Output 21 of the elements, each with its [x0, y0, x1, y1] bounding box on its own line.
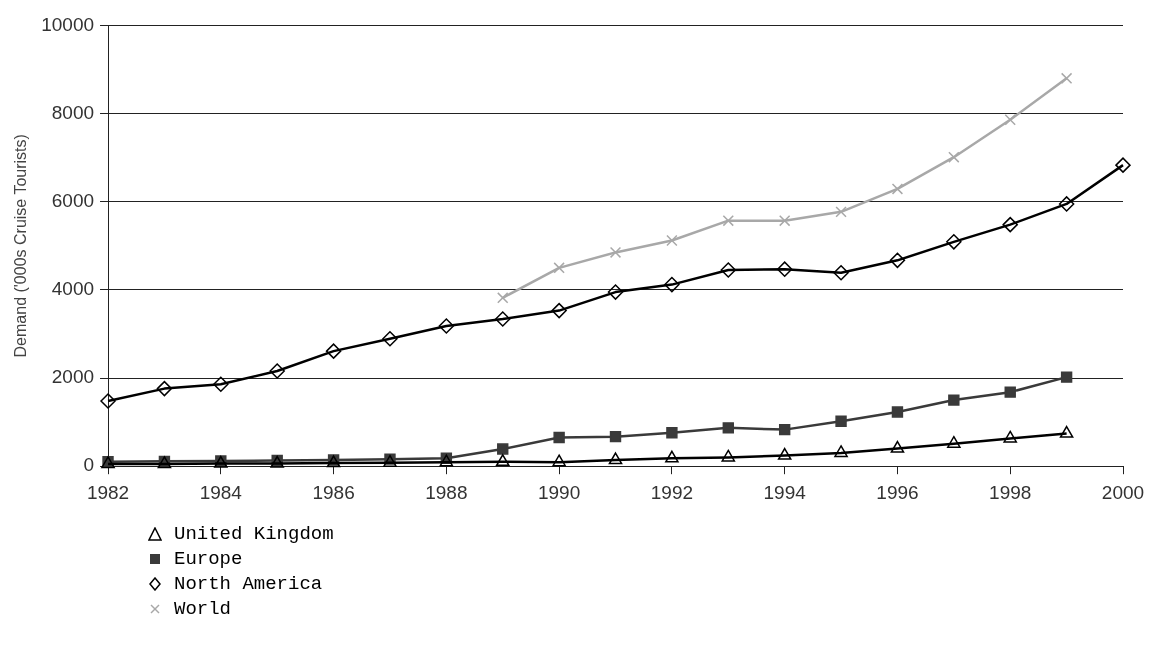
legend-label: United Kingdom [174, 522, 334, 545]
legend-label: Europe [174, 547, 243, 570]
x-tick-label: 1994 [763, 481, 807, 503]
y-tick-label: 6000 [51, 189, 95, 211]
x-tick-label: 1982 [86, 481, 130, 503]
x-tick-label: 1986 [312, 481, 355, 503]
x-tick-label: 1990 [537, 481, 581, 503]
legend-label: North America [174, 572, 323, 595]
y-tick-label: 0 [83, 454, 95, 476]
y-tick-label: 4000 [51, 278, 95, 300]
x-tick-label: 1998 [989, 481, 1032, 503]
y-tick-label: 10000 [41, 13, 95, 35]
x-tick-label: 1992 [650, 481, 694, 503]
x-tick-label: 2000 [1101, 481, 1145, 503]
y-axis-title: Demand ('000s Cruise Tourists) [12, 134, 30, 358]
y-tick-label: 8000 [51, 101, 95, 123]
x-tick-label: 1996 [876, 481, 919, 503]
x-tick-label: 1988 [425, 481, 468, 503]
x-tick-label: 1984 [199, 481, 243, 503]
legend-label: World [174, 597, 232, 620]
y-tick-label: 2000 [51, 366, 95, 388]
